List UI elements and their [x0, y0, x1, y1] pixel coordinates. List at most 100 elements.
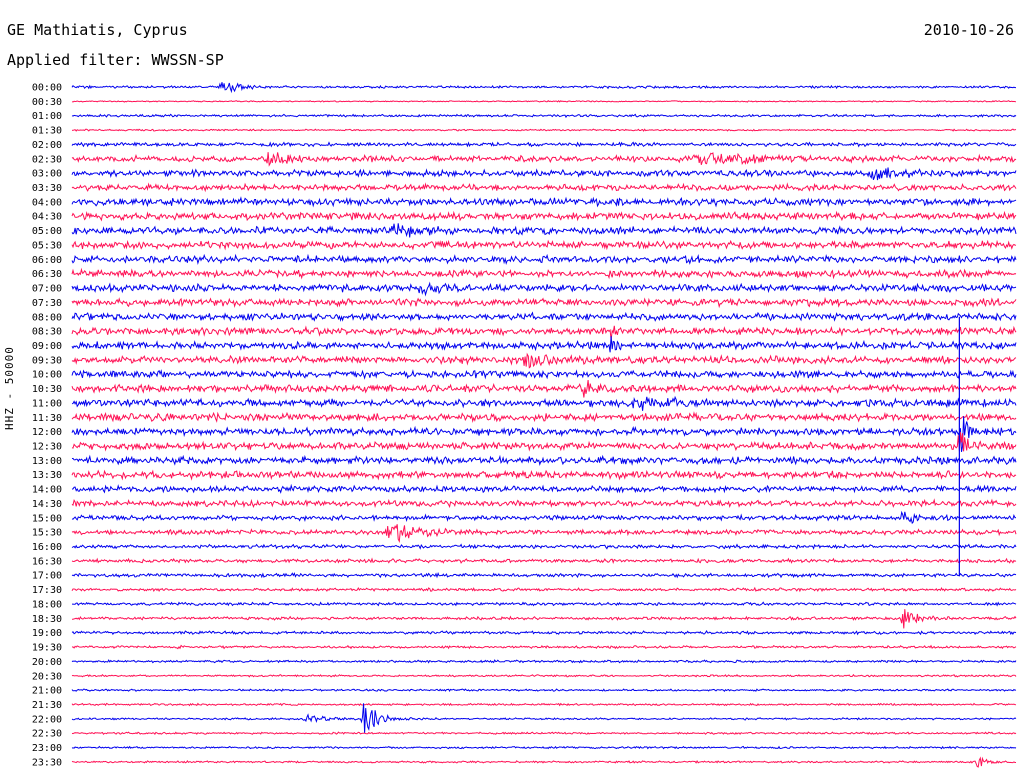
- seismic-trace-row: [71, 432, 1017, 452]
- seismic-trace-row: [71, 469, 1017, 481]
- seismic-trace-row: [71, 498, 1017, 509]
- seismic-trace-row: [71, 411, 1017, 423]
- seismic-trace-row: [71, 557, 1017, 565]
- seismic-trace-row: [71, 82, 1016, 94]
- seismic-trace-row: [71, 673, 1017, 678]
- seismic-trace-row: [71, 311, 1017, 322]
- row-time-label: 21:30: [32, 700, 62, 711]
- row-time-label: 18:30: [32, 614, 62, 625]
- row-time-label: 15:00: [32, 513, 62, 524]
- row-time-label: 03:30: [32, 183, 62, 194]
- seismic-trace-row: [71, 152, 1017, 167]
- row-time-label: 08:30: [32, 327, 62, 338]
- seismic-trace-row: [71, 745, 1017, 750]
- row-time-label: 21:00: [32, 686, 62, 697]
- row-time-label: 20:30: [32, 671, 62, 682]
- row-time-label: 06:00: [32, 255, 62, 266]
- row-time-label: 00:30: [32, 97, 62, 108]
- row-time-label: 19:30: [32, 643, 62, 654]
- station-title: GE Mathiatis, Cyprus: [7, 21, 188, 39]
- seismic-trace-row: [71, 543, 1017, 550]
- seismic-trace-row: [71, 99, 1017, 103]
- seismic-trace-row: [71, 336, 1017, 353]
- seismic-trace-row: [71, 630, 1017, 636]
- row-time-label: 07:30: [32, 298, 62, 309]
- row-time-label: 12:00: [32, 427, 62, 438]
- row-time-label: 22:30: [32, 729, 62, 740]
- seismic-trace-row: [71, 586, 1017, 593]
- row-time-label: 17:00: [32, 571, 62, 582]
- row-time-label: 11:30: [32, 413, 62, 424]
- row-time-label: 13:00: [32, 456, 62, 467]
- row-time-label: 23:00: [32, 743, 62, 754]
- row-time-label: 20:00: [32, 657, 62, 668]
- seismic-trace-row: [71, 239, 1017, 251]
- row-time-label: 17:30: [32, 585, 62, 596]
- row-time-label: 14:30: [32, 499, 62, 510]
- row-time-label: 14:00: [32, 485, 62, 496]
- seismic-trace-row: [71, 524, 1017, 544]
- filter-label: Applied filter: WWSSN-SP: [7, 51, 224, 69]
- seismic-trace-row: [72, 601, 1017, 607]
- row-time-label: 01:00: [32, 111, 62, 122]
- row-time-label: 00:00: [32, 83, 62, 94]
- seismic-trace-row: [71, 756, 1016, 768]
- row-time-label: 07:00: [32, 284, 62, 295]
- seismic-trace-row: [71, 416, 1017, 452]
- seismic-trace-row: [71, 731, 1017, 736]
- row-time-label: 05:00: [32, 226, 62, 237]
- row-time-label: 12:30: [32, 442, 62, 453]
- seismic-trace-row: [71, 210, 1017, 222]
- row-time-label: 23:30: [32, 757, 62, 768]
- row-time-label: 06:30: [32, 269, 62, 280]
- row-time-label: 08:00: [32, 312, 62, 323]
- seismic-trace-row: [71, 128, 1017, 132]
- row-time-label: 04:30: [32, 212, 62, 223]
- seismic-trace-row: [71, 182, 1017, 193]
- seismic-trace-row: [71, 253, 1017, 266]
- seismic-trace-row: [71, 644, 1017, 650]
- row-time-label: 04:00: [32, 197, 62, 208]
- seismic-trace-row: [71, 703, 1017, 734]
- row-time-label: 16:30: [32, 556, 62, 567]
- row-time-label: 02:30: [32, 154, 62, 165]
- row-time-label: 01:30: [32, 126, 62, 137]
- seismic-trace-row: [71, 369, 1017, 380]
- seismic-trace-row: [71, 141, 1017, 148]
- row-time-label: 15:30: [32, 528, 62, 539]
- row-time-label: 16:00: [32, 542, 62, 553]
- seismic-trace-row: [71, 510, 1017, 525]
- row-time-label: 09:30: [32, 355, 62, 366]
- row-time-label: 05:30: [32, 240, 62, 251]
- seismic-trace-row: [71, 223, 1017, 238]
- seismic-trace-row: [71, 395, 1017, 411]
- seismic-trace-row: [71, 281, 1017, 297]
- seismic-trace-row: [71, 609, 1017, 629]
- seismic-trace-row: [71, 659, 1017, 664]
- row-time-label: 19:00: [32, 628, 62, 639]
- seismic-trace-row: [71, 483, 1017, 494]
- seismic-trace-row: [71, 167, 1017, 181]
- seismic-trace-row: [71, 702, 1017, 707]
- seismic-trace-row: [71, 352, 1017, 369]
- row-time-label: 10:00: [32, 370, 62, 381]
- row-time-label: 09:00: [32, 341, 62, 352]
- row-time-label: 13:30: [32, 470, 62, 481]
- seismic-trace-row: [71, 571, 1017, 579]
- seismic-trace-row: [71, 325, 1017, 340]
- row-time-label: 22:00: [32, 714, 62, 725]
- row-time-label: 18:00: [32, 599, 62, 610]
- seismic-trace-row: [71, 267, 1017, 280]
- seismic-trace-row: [71, 454, 1017, 466]
- row-time-label: 02:00: [32, 140, 62, 151]
- seismic-trace-row: [71, 296, 1017, 309]
- date-label: 2010-10-26: [923, 21, 1014, 39]
- seismic-trace-row: [71, 196, 1017, 208]
- row-time-label: 11:00: [32, 398, 62, 409]
- seismic-trace-row: [71, 113, 1017, 119]
- row-time-label: 03:00: [32, 169, 62, 180]
- seismic-trace-row: [71, 688, 1017, 692]
- seismic-trace-row: [71, 380, 1017, 398]
- row-time-label: 10:30: [32, 384, 62, 395]
